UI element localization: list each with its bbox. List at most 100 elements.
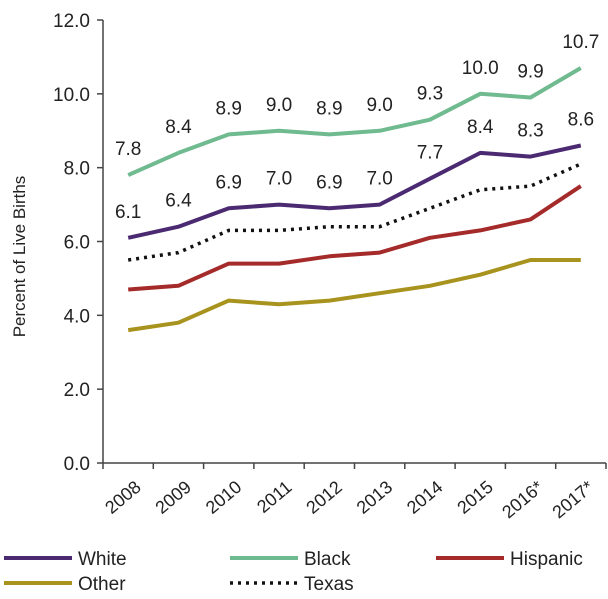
data-label-white: 6.1 (115, 202, 141, 223)
data-label-white: 7.0 (366, 169, 392, 190)
data-point-other (428, 284, 431, 287)
data-point-black (328, 133, 331, 136)
x-tick-label: 2013 (353, 477, 397, 518)
data-point-texas (428, 207, 431, 210)
data-label-white: 6.9 (216, 172, 242, 193)
data-point-hispanic (278, 262, 281, 265)
data-point-black (428, 118, 431, 121)
data-point-texas (278, 229, 281, 232)
y-tick-label: 0.0 (64, 454, 90, 475)
data-point-hispanic (529, 218, 532, 221)
data-point-hispanic (328, 255, 331, 258)
data-point-texas (227, 229, 230, 232)
data-point-black (278, 129, 281, 132)
data-label-white: 6.4 (165, 191, 192, 212)
data-point-texas (378, 225, 381, 228)
data-point-white (579, 144, 582, 147)
x-tick-label: 2012 (302, 477, 346, 518)
y-axis-label: Percent of Live Births (10, 176, 29, 338)
data-point-other (579, 258, 582, 261)
data-point-hispanic (378, 251, 381, 254)
y-tick-label: 10.0 (53, 85, 90, 106)
data-point-hispanic (227, 262, 230, 265)
data-point-white (227, 207, 230, 210)
data-label-white: 8.3 (517, 121, 543, 142)
data-point-texas (328, 225, 331, 228)
data-point-white (428, 177, 431, 180)
series-line-other (127, 258, 581, 333)
series-line-black (127, 66, 582, 177)
data-point-black (529, 96, 532, 99)
data-point-hispanic (127, 288, 130, 291)
data-point-black (127, 174, 130, 177)
data-label-black: 8.4 (165, 117, 192, 138)
series-line-hispanic (128, 184, 582, 292)
data-point-hispanic (428, 236, 431, 239)
data-label-black: 7.8 (115, 139, 141, 160)
legend-label-white: White (78, 549, 127, 570)
data-label-white: 6.9 (316, 172, 342, 193)
data-point-other (177, 321, 180, 324)
data-point-other (127, 329, 130, 332)
data-point-hispanic (177, 284, 180, 287)
x-tick-label: 2010 (202, 477, 246, 518)
data-point-texas (579, 162, 582, 165)
data-label-black: 9.0 (366, 95, 392, 116)
data-point-other (479, 273, 482, 276)
data-point-white (177, 225, 180, 228)
data-label-black: 10.7 (562, 32, 599, 53)
x-tick-label: 2009 (151, 477, 195, 518)
data-point-other (378, 292, 381, 295)
data-point-other (278, 303, 281, 306)
data-label-black: 9.3 (417, 84, 443, 105)
series-line-white (127, 143, 582, 240)
data-label-black: 8.9 (316, 98, 342, 119)
data-point-black (177, 151, 180, 154)
y-tick-label: 4.0 (64, 306, 90, 327)
legend-label-texas: Texas (304, 574, 354, 594)
data-point-black (227, 133, 230, 136)
data-point-hispanic (479, 229, 482, 232)
y-tick-label: 8.0 (64, 159, 90, 180)
data-point-white (529, 155, 532, 158)
x-tick-label: 2016* (498, 477, 547, 523)
data-point-black (479, 92, 482, 95)
data-point-black (579, 66, 582, 69)
legend-label-other: Other (78, 574, 126, 594)
x-tick-label: 2008 (101, 477, 145, 518)
x-tick-label: 2014 (403, 477, 447, 518)
data-point-white (278, 203, 281, 206)
y-tick-label: 12.0 (53, 11, 90, 32)
data-point-other (529, 258, 532, 261)
data-point-white (127, 236, 130, 239)
legend-label-hispanic: Hispanic (510, 549, 583, 570)
data-point-black (378, 129, 381, 132)
data-label-white: 8.6 (568, 110, 594, 131)
y-tick-label: 6.0 (64, 233, 90, 254)
data-point-white (378, 203, 381, 206)
series-line-texas (127, 162, 582, 262)
data-label-white: 7.0 (266, 169, 292, 190)
data-point-texas (529, 185, 532, 188)
data-point-texas (177, 251, 180, 254)
data-label-black: 9.0 (266, 95, 292, 116)
data-label-white: 8.4 (467, 117, 494, 138)
legend-label-black: Black (304, 549, 351, 570)
y-tick-label: 2.0 (64, 380, 90, 401)
x-tick-label: 2011 (253, 477, 296, 517)
data-label-white: 7.7 (417, 143, 443, 164)
data-point-texas (127, 258, 130, 261)
x-tick-label: 2015 (453, 477, 497, 518)
data-point-white (479, 151, 482, 154)
data-label-black: 10.0 (462, 58, 499, 79)
data-point-texas (479, 188, 482, 191)
data-point-white (328, 207, 331, 210)
data-label-black: 9.9 (517, 62, 543, 83)
data-point-hispanic (579, 185, 582, 188)
x-tick-label: 2017* (549, 477, 598, 523)
data-point-other (227, 299, 230, 302)
data-point-other (328, 299, 331, 302)
data-label-black: 8.9 (216, 98, 242, 119)
